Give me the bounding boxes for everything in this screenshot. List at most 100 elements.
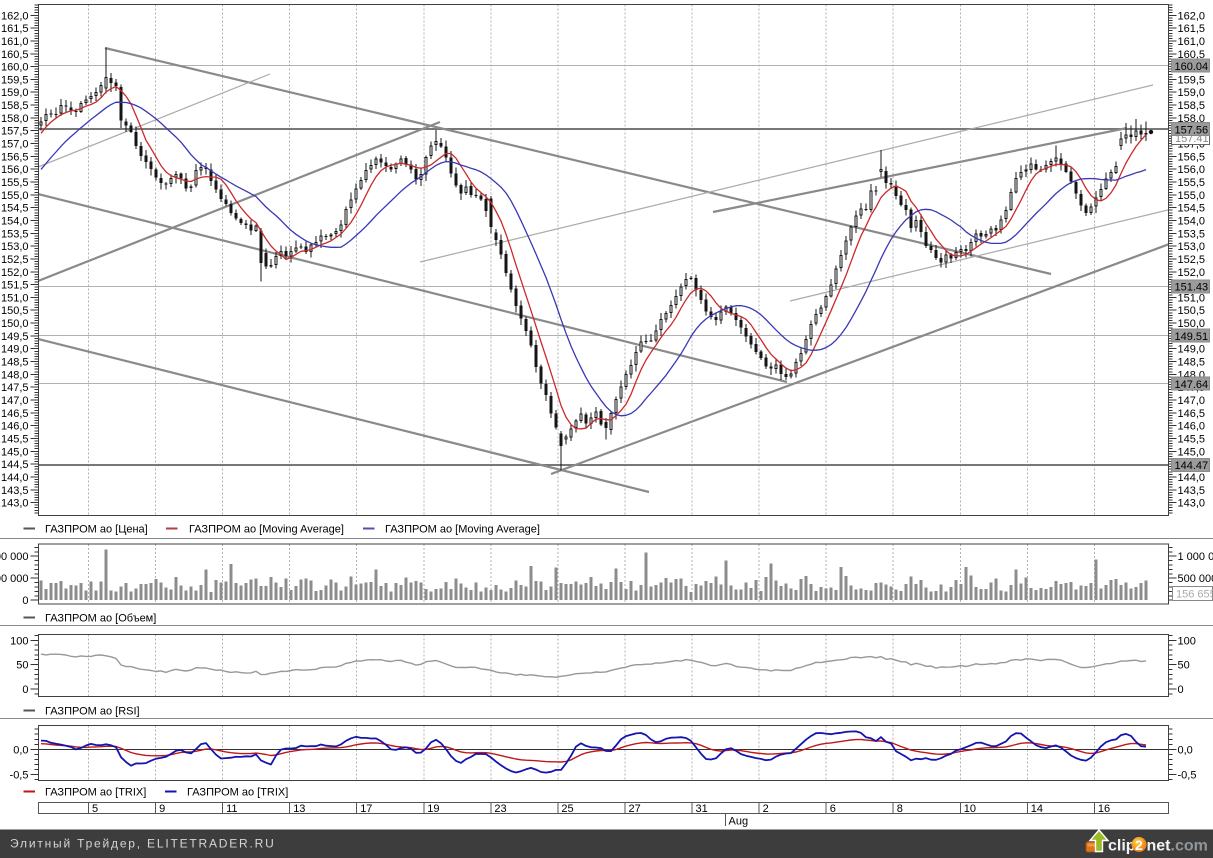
svg-text:151.43: 151.43 (1175, 282, 1209, 294)
svg-text:clip: clip (1108, 838, 1136, 855)
svg-text:Aug: Aug (729, 816, 749, 828)
svg-text:0,0: 0,0 (13, 744, 28, 756)
svg-text:150,0: 150,0 (1178, 318, 1206, 330)
svg-text:155,0: 155,0 (1178, 190, 1206, 202)
svg-text:159,5: 159,5 (1178, 74, 1206, 86)
svg-text:-0,5: -0,5 (10, 769, 29, 781)
svg-text:151,0: 151,0 (1, 292, 29, 304)
svg-text:net: net (1147, 838, 1172, 855)
svg-text:1 000 000: 1 000 000 (0, 551, 29, 563)
svg-text:149,5: 149,5 (1, 331, 29, 343)
svg-text:147,0: 147,0 (1, 395, 29, 407)
svg-text:ГАЗПРОМ ао [Цена]: ГАЗПРОМ ао [Цена] (45, 524, 148, 536)
svg-text:156,5: 156,5 (1, 151, 29, 163)
svg-text:152,5: 152,5 (1, 254, 29, 266)
svg-text:147.64: 147.64 (1175, 379, 1209, 391)
svg-text:500 000: 500 000 (0, 573, 29, 585)
svg-text:161,5: 161,5 (1, 23, 29, 35)
svg-text:153,5: 153,5 (1178, 228, 1206, 240)
svg-text:150,5: 150,5 (1, 305, 29, 317)
svg-text:500 000: 500 000 (1178, 573, 1213, 585)
svg-text:152,0: 152,0 (1, 267, 29, 279)
svg-text:149,0: 149,0 (1178, 344, 1206, 356)
svg-text:146,0: 146,0 (1178, 421, 1206, 433)
svg-text:146,5: 146,5 (1178, 408, 1206, 420)
svg-text:161,5: 161,5 (1178, 23, 1206, 35)
svg-text:145,5: 145,5 (1178, 434, 1206, 446)
svg-text:0: 0 (1178, 684, 1184, 696)
svg-text:147,0: 147,0 (1178, 395, 1206, 407)
svg-text:31: 31 (696, 803, 708, 815)
svg-text:158,0: 158,0 (1178, 113, 1206, 125)
svg-text:11: 11 (226, 803, 237, 815)
svg-text:153,5: 153,5 (1, 228, 29, 240)
svg-text:147,5: 147,5 (1, 382, 29, 394)
svg-text:149,0: 149,0 (1, 344, 29, 356)
svg-text:0: 0 (22, 684, 28, 696)
svg-text:6: 6 (830, 803, 836, 815)
svg-text:150,0: 150,0 (1, 318, 29, 330)
svg-text:145,0: 145,0 (1, 446, 29, 458)
svg-text:162,0: 162,0 (1178, 10, 1206, 22)
svg-text:158,5: 158,5 (1178, 100, 1206, 112)
svg-text:148,5: 148,5 (1, 357, 29, 369)
svg-text:157.56: 157.56 (1175, 124, 1209, 136)
svg-text:-0,5: -0,5 (1178, 769, 1197, 781)
svg-text:50: 50 (1178, 660, 1190, 672)
svg-text:14: 14 (1031, 803, 1043, 815)
svg-text:156,0: 156,0 (1, 164, 29, 176)
svg-text:148,5: 148,5 (1178, 357, 1206, 369)
svg-text:161,0: 161,0 (1178, 36, 1206, 48)
svg-text:146,5: 146,5 (1, 408, 29, 420)
svg-text:151,5: 151,5 (1, 280, 29, 292)
svg-text:154,5: 154,5 (1178, 203, 1206, 215)
svg-text:19: 19 (427, 803, 439, 815)
svg-text:156 655: 156 655 (1176, 589, 1213, 601)
svg-text:144,5: 144,5 (1, 459, 29, 471)
svg-text:156,5: 156,5 (1178, 151, 1206, 163)
svg-text:160,5: 160,5 (1178, 49, 1206, 61)
svg-text:159,0: 159,0 (1, 87, 29, 99)
svg-text:146,0: 146,0 (1, 421, 29, 433)
svg-text:155,5: 155,5 (1178, 177, 1206, 189)
svg-text:25: 25 (561, 803, 573, 815)
svg-text:.com: .com (1171, 838, 1208, 855)
svg-text:Элитный Трейдер, ELITETRADER.R: Элитный Трейдер, ELITETRADER.RU (10, 837, 276, 851)
svg-text:13: 13 (293, 803, 305, 815)
svg-text:1 000 000: 1 000 000 (1178, 551, 1213, 563)
svg-text:16: 16 (1098, 803, 1110, 815)
svg-text:2: 2 (763, 803, 769, 815)
svg-text:27: 27 (629, 803, 641, 815)
svg-text:145,0: 145,0 (1178, 446, 1206, 458)
svg-text:143,0: 143,0 (1, 498, 29, 510)
svg-text:156,0: 156,0 (1178, 164, 1206, 176)
svg-text:17: 17 (360, 803, 372, 815)
svg-text:ГАЗПРОМ ао [RSI]: ГАЗПРОМ ао [RSI] (45, 706, 140, 718)
svg-text:143,0: 143,0 (1178, 498, 1206, 510)
svg-text:145,5: 145,5 (1, 434, 29, 446)
svg-text:144,0: 144,0 (1, 472, 29, 484)
svg-text:158,0: 158,0 (1, 113, 29, 125)
svg-text:100: 100 (1178, 635, 1196, 647)
svg-text:158,5: 158,5 (1, 100, 29, 112)
svg-text:152,5: 152,5 (1178, 254, 1206, 266)
svg-text:157,0: 157,0 (1, 139, 29, 151)
svg-text:ГАЗПРОМ ао [TRIX]: ГАЗПРОМ ао [TRIX] (187, 787, 288, 799)
svg-text:9: 9 (159, 803, 165, 815)
svg-text:161,0: 161,0 (1, 36, 29, 48)
svg-text:154,0: 154,0 (1, 216, 29, 228)
svg-text:162,0: 162,0 (1, 10, 29, 22)
svg-text:2: 2 (1135, 837, 1143, 853)
svg-text:153,0: 153,0 (1178, 241, 1206, 253)
svg-text:5: 5 (92, 803, 98, 815)
svg-text:159,5: 159,5 (1, 74, 29, 86)
svg-text:100: 100 (10, 635, 28, 647)
svg-text:155,5: 155,5 (1, 177, 29, 189)
svg-text:152,0: 152,0 (1178, 267, 1206, 279)
svg-text:155,0: 155,0 (1, 190, 29, 202)
svg-text:0,0: 0,0 (1178, 744, 1193, 756)
svg-text:148,0: 148,0 (1, 369, 29, 381)
svg-text:ГАЗПРОМ ао [TRIX]: ГАЗПРОМ ао [TRIX] (45, 787, 146, 799)
svg-text:154,5: 154,5 (1, 203, 29, 215)
svg-text:50: 50 (16, 660, 28, 672)
